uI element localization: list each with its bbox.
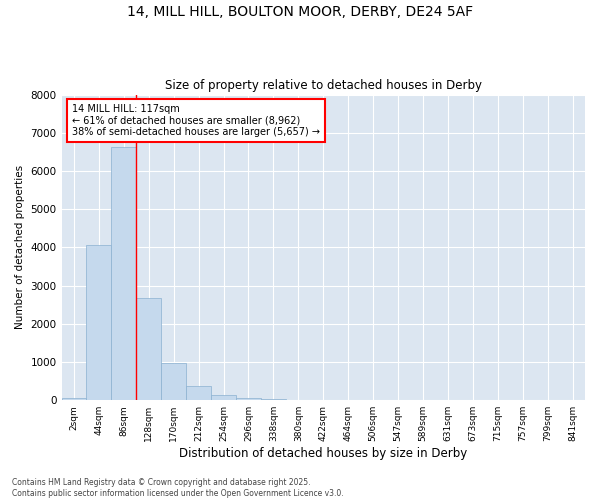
Bar	[261, 399, 286, 400]
Y-axis label: Number of detached properties: Number of detached properties	[15, 166, 25, 330]
Text: 14 MILL HILL: 117sqm
← 61% of detached houses are smaller (8,962)
38% of semi-de: 14 MILL HILL: 117sqm ← 61% of detached h…	[72, 104, 320, 137]
Bar	[86, 246, 112, 400]
Title: Size of property relative to detached houses in Derby: Size of property relative to detached ho…	[165, 79, 482, 92]
Bar	[211, 395, 236, 400]
Bar	[62, 398, 86, 400]
Bar	[136, 298, 161, 400]
Bar	[236, 398, 261, 400]
Bar	[161, 363, 186, 400]
X-axis label: Distribution of detached houses by size in Derby: Distribution of detached houses by size …	[179, 447, 467, 460]
Bar	[112, 148, 136, 400]
Text: Contains HM Land Registry data © Crown copyright and database right 2025.
Contai: Contains HM Land Registry data © Crown c…	[12, 478, 344, 498]
Text: 14, MILL HILL, BOULTON MOOR, DERBY, DE24 5AF: 14, MILL HILL, BOULTON MOOR, DERBY, DE24…	[127, 5, 473, 19]
Bar	[186, 386, 211, 400]
